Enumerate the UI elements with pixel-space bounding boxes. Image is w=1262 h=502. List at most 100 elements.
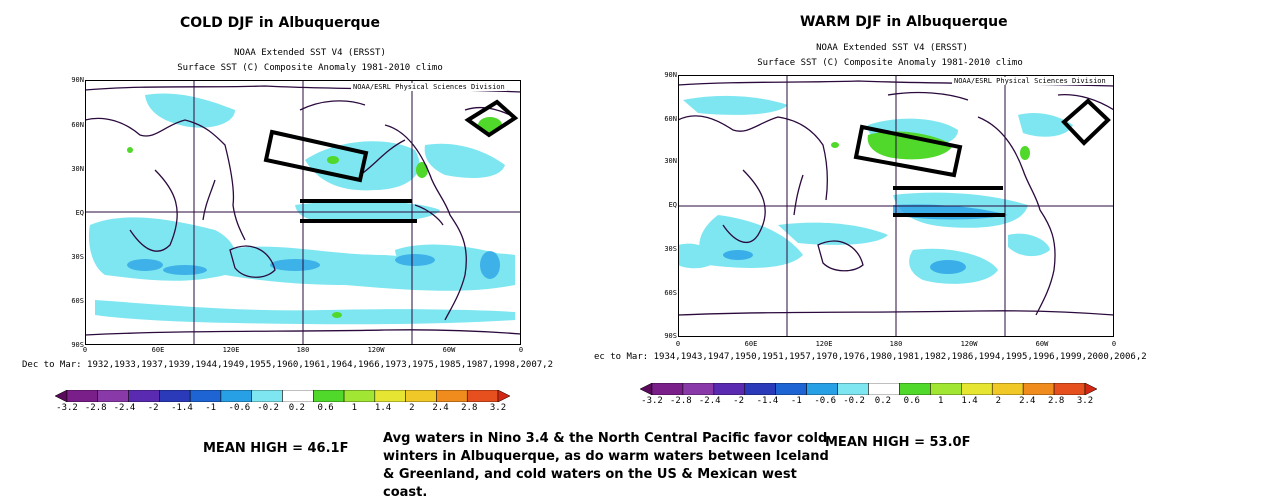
colorbar-tick-label: -0.2 (257, 403, 279, 413)
colorbar-swatch (313, 390, 345, 402)
colorbar-tick-label: 0.6 (317, 403, 334, 413)
lat-label: EQ (75, 209, 84, 217)
lon-label: 0 (518, 346, 524, 354)
colorbar-swatch (220, 390, 252, 402)
colorbar-tick-label: -2.4 (698, 396, 721, 406)
colorbar-tick-label: 2.4 (1019, 396, 1036, 406)
colorbar-swatch (405, 390, 437, 402)
left-composite-years: Dec to Mar: 1932,1933,1937,1939,1944,194… (22, 360, 554, 370)
lon-label: 120W (367, 346, 385, 354)
colorbar-swatch (806, 383, 838, 395)
left-mean-high: MEAN HIGH = 46.1F (203, 441, 349, 456)
colorbar-swatch (128, 390, 160, 402)
lon-label: 180 (889, 340, 903, 348)
lon-label: 120E (815, 340, 833, 348)
lon-label: 0 (82, 346, 88, 354)
colorbar-tick-label: 2 (409, 403, 415, 413)
lat-label: 60S (71, 297, 84, 305)
left-dataset-label: NOAA Extended SST V4 (ERSST) (234, 48, 386, 58)
left-colorbar (55, 390, 510, 402)
colorbar-swatch (436, 390, 468, 402)
colorbar-tick-label: 0.2 (288, 403, 305, 413)
lat-label: 90S (71, 341, 84, 349)
analysis-note: Avg waters in Nino 3.4 & the North Centr… (383, 431, 829, 500)
colorbar-tick-label: 2 (995, 396, 1002, 406)
colorbar-tick-label: 1.4 (961, 396, 978, 406)
colorbar-swatch (282, 390, 314, 402)
lat-label: 60N (664, 115, 677, 123)
colorbar-tick-label: 2.4 (432, 403, 449, 413)
colorbar-swatch (497, 390, 510, 402)
right-panel-title: WARM DJF in Albuquerque (800, 14, 1008, 30)
colorbar-swatch (466, 390, 499, 402)
colorbar-tick-label: 3.2 (1076, 396, 1094, 406)
lat-label: 30N (71, 165, 84, 173)
right-dataset-label: NOAA Extended SST V4 (ERSST) (816, 43, 968, 53)
colorbar-swatch (775, 383, 807, 395)
colorbar-swatch (868, 383, 900, 395)
lat-label: 30S (664, 245, 677, 253)
lat-label: EQ (668, 201, 677, 209)
colorbar-swatch (1022, 383, 1055, 395)
lon-label: 60E (151, 346, 165, 354)
colorbar-tick-label: -3.2 (56, 403, 78, 413)
colorbar-swatch (97, 390, 129, 402)
lon-label: 120E (222, 346, 240, 354)
colorbar-swatch (744, 383, 776, 395)
colorbar-swatch (640, 383, 653, 395)
colorbar-swatch (251, 390, 283, 402)
right-composite-years: ec to Mar: 1934,1943,1947,1950,1951,1957… (594, 352, 1147, 362)
lat-label: 90N (71, 76, 84, 84)
lon-label: 120W (960, 340, 978, 348)
colorbar-swatch (899, 383, 931, 395)
colorbar-tick-label: -1.4 (756, 396, 779, 406)
lon-label: 0 (1111, 340, 1117, 348)
colorbar-swatch (159, 390, 191, 402)
colorbar-tick-label: 2.8 (1047, 396, 1065, 406)
colorbar-tick-label: -1 (205, 403, 217, 413)
lat-label: 30S (71, 253, 84, 261)
colorbar-tick-label: -2.4 (113, 403, 136, 413)
colorbar-swatch (961, 383, 993, 395)
colorbar-tick-label: -3.2 (641, 396, 663, 406)
colorbar-tick-label: 1.4 (374, 403, 392, 413)
right-colorbar-labels: -3.2 -2.8 -2.4 -2 -1.4 -1 -0.6 -0.2 0.2 0.6 1 1.4 2 2… (640, 396, 1097, 408)
lat-label: 30N (664, 157, 677, 165)
colorbar-tick-label: 1 (351, 403, 358, 413)
colorbar-swatch (189, 390, 222, 402)
lon-label: 60W (1035, 340, 1049, 348)
colorbar-tick-label: -2 (733, 396, 745, 406)
left-subtitle: Surface SST (C) Composite Anomaly 1981-2… (177, 63, 443, 73)
colorbar-swatch (1053, 383, 1086, 395)
colorbar-swatch (930, 383, 962, 395)
colorbar-tick-label: -0.2 (843, 396, 865, 406)
right-sst-anomaly-map (678, 75, 1114, 337)
left-colorbar-labels: -3.2 -2.8 -2.4 -2 -1.4 -1 -0.6 -0.2 0.2 0.6 1 1.4 2 2… (55, 403, 510, 415)
lat-label: 90S (664, 332, 677, 340)
colorbar-swatch (343, 390, 376, 402)
lon-label: 0 (675, 340, 681, 348)
lat-label: 60N (71, 121, 84, 129)
colorbar-swatch (713, 383, 746, 395)
colorbar-tick-label: 2.8 (461, 403, 478, 413)
colorbar-swatch (837, 383, 869, 395)
colorbar-tick-label: 0.6 (903, 396, 920, 406)
left-sst-anomaly-map (85, 80, 521, 345)
colorbar-swatch (1084, 383, 1097, 395)
left-credit: NOAA/ESRL Physical Sciences Division (351, 83, 507, 91)
right-subtitle: Surface SST (C) Composite Anomaly 1981-2… (757, 58, 1023, 68)
colorbar-swatch (374, 390, 406, 402)
left-panel-title: COLD DJF in Albuquerque (180, 15, 380, 31)
colorbar-tick-label: -0.6 (228, 403, 251, 413)
lon-label: 180 (296, 346, 310, 354)
lon-label: 60W (442, 346, 456, 354)
colorbar-tick-label: -2.8 (84, 403, 107, 413)
colorbar-tick-label: 3.2 (489, 403, 507, 413)
colorbar-tick-label: -0.6 (814, 396, 837, 406)
lat-label: 90N (664, 71, 677, 79)
colorbar-swatch (991, 383, 1024, 395)
colorbar-tick-label: -1.4 (171, 403, 193, 413)
colorbar-swatch (55, 390, 68, 402)
colorbar-tick-label: 1 (937, 396, 944, 406)
colorbar-tick-label: -2.8 (670, 396, 692, 406)
